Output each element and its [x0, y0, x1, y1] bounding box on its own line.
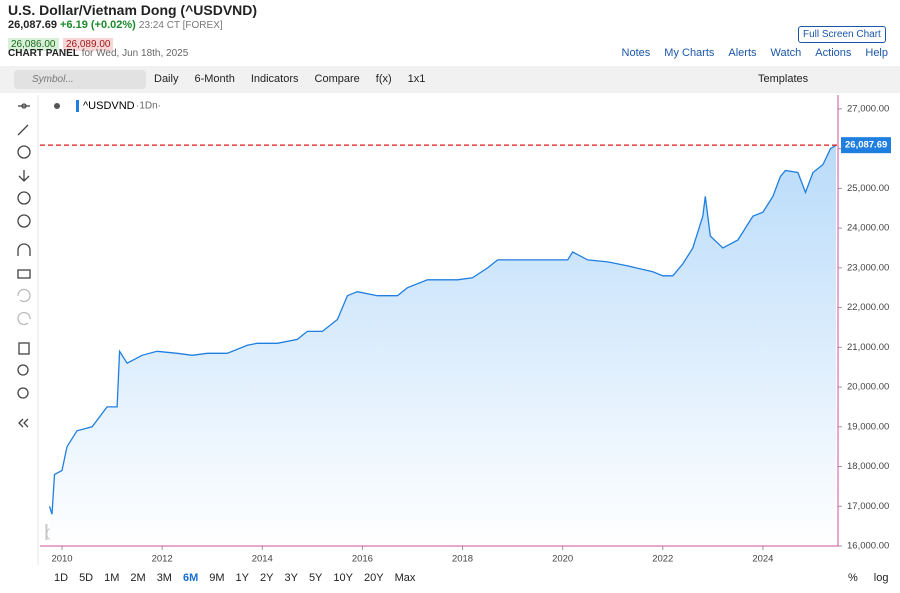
price-line	[48, 144, 837, 515]
period-button[interactable]: 5D	[79, 572, 94, 584]
period-button[interactable]: 6M	[182, 572, 199, 584]
period-button[interactable]: 3M	[156, 572, 172, 584]
y-tick-label: 21,000.00	[847, 342, 889, 353]
title: U.S. Dollar/Vietnam Dong (^USDVND)	[8, 2, 258, 18]
x-tick-label: 2024	[752, 554, 773, 565]
scale-option[interactable]: log	[873, 572, 889, 584]
symbol-box[interactable]	[14, 70, 146, 89]
x-tick-label: 2022	[652, 554, 673, 565]
last-price-box	[841, 137, 891, 154]
x-tick-label: 2018	[452, 554, 473, 565]
fullscreen-button[interactable]: Full Screen Chart	[798, 26, 886, 43]
menu-item[interactable]: Help	[865, 47, 888, 59]
legend-swatch	[76, 100, 79, 112]
toolbar: Daily 6-Month Indicators Compare f(x) 1x1	[154, 73, 441, 85]
menu-item[interactable]: Notes	[621, 47, 651, 59]
toolbar-bg	[0, 66, 900, 93]
eye-icon[interactable]	[54, 103, 60, 109]
panel-date: for Wed, Jun 18th, 2025	[81, 48, 189, 59]
menu-item[interactable]: Alerts	[728, 47, 757, 59]
period-button[interactable]: 1D	[54, 572, 69, 584]
range[interactable]: 6-Month	[194, 73, 235, 85]
ask: 26,089.00	[62, 38, 114, 51]
x-tick-label: 2014	[252, 554, 273, 565]
y-tick-label: 27,000.00	[847, 103, 889, 114]
period-button[interactable]: 2Y	[260, 572, 274, 584]
y-tick-label: 22,000.00	[847, 302, 889, 313]
legend-name: ^USDVND	[83, 100, 135, 112]
last-price-label: 26,087.69	[845, 140, 887, 151]
period-button[interactable]: 1M	[104, 572, 120, 584]
period-button[interactable]: 2M	[130, 572, 146, 584]
time: 23:24 CT [FOREX]	[138, 20, 223, 31]
symbol-input[interactable]: Symbol...	[32, 74, 74, 85]
y-tick-label: 17,000.00	[847, 501, 889, 512]
scale-option[interactable]: %	[848, 572, 858, 584]
x-tick-label: 2010	[51, 554, 72, 565]
templates[interactable]: Templates	[758, 73, 809, 85]
y-tick-label: 20,000.00	[847, 382, 889, 393]
menu-item[interactable]: Watch	[770, 47, 802, 59]
period-button[interactable]: 5Y	[308, 572, 323, 584]
interval[interactable]: Daily	[154, 73, 179, 85]
period-bar: 1D 5D 1M 2M 3M 6M 9M 1Y 2Y 3Y 5Y 10Y 20Y Max	[54, 572, 426, 584]
change: +6.19 (+0.02%)	[60, 19, 136, 31]
period-button[interactable]: 9M	[209, 572, 225, 584]
tool-item[interactable]: f(x)	[375, 73, 392, 85]
tool-item[interactable]: Compare	[314, 73, 360, 85]
scale-options: % log	[848, 572, 888, 584]
period-button[interactable]: 20Y	[363, 572, 384, 584]
menu-item[interactable]: Actions	[815, 47, 852, 59]
x-tick-label: 2016	[352, 554, 373, 565]
period-button[interactable]: 3Y	[284, 572, 298, 584]
tool-icons	[17, 103, 31, 428]
tool-item[interactable]: Indicators	[250, 73, 299, 85]
y-tick-label: 18,000.00	[847, 461, 889, 472]
legend-suffix: ·1Dn·	[136, 101, 161, 112]
tool-item[interactable]: 1x1	[407, 73, 426, 85]
period-button[interactable]: Max	[394, 572, 416, 584]
period-button[interactable]: 10Y	[333, 572, 353, 584]
panel: CHART PANEL	[8, 48, 79, 59]
y-tick-label: 23,000.00	[847, 262, 889, 273]
last-price: 26,087.69	[8, 19, 57, 31]
y-tick-label: 16,000.00	[847, 541, 889, 552]
area-fill	[49, 145, 836, 546]
bid: 26,086.00	[8, 38, 59, 51]
menu: Notes My Charts Alerts Watch Actions Help	[608, 47, 888, 59]
x-tick-label: 2012	[152, 554, 173, 565]
y-tick-label: 24,000.00	[847, 223, 889, 234]
period-button[interactable]: 1Y	[235, 572, 249, 584]
y-tick-label: 19,000.00	[847, 421, 889, 432]
y-tick-label: 25,000.00	[847, 183, 889, 194]
x-tick-label: 2020	[552, 554, 573, 565]
menu-item[interactable]: My Charts	[664, 47, 715, 59]
